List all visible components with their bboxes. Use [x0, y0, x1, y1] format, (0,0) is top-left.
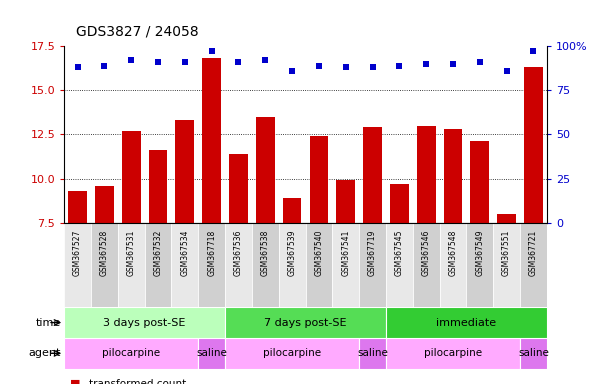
- Bar: [413, 223, 439, 307]
- Bar: [148, 150, 167, 223]
- Text: GSM367536: GSM367536: [234, 230, 243, 276]
- Bar: [336, 180, 355, 223]
- Bar: [439, 223, 466, 307]
- Bar: [279, 223, 306, 307]
- Bar: [524, 67, 543, 223]
- Bar: [363, 127, 382, 223]
- Text: GSM367545: GSM367545: [395, 230, 404, 276]
- Text: GSM367546: GSM367546: [422, 230, 431, 276]
- Bar: [225, 307, 386, 338]
- Bar: [359, 223, 386, 307]
- Bar: [202, 58, 221, 223]
- Bar: [466, 223, 493, 307]
- Point: [233, 59, 243, 65]
- Bar: [493, 223, 520, 307]
- Bar: [306, 223, 332, 307]
- Bar: [417, 126, 436, 223]
- Text: GSM367541: GSM367541: [341, 230, 350, 276]
- Text: GSM367532: GSM367532: [153, 230, 163, 276]
- Bar: [122, 131, 141, 223]
- Bar: [310, 136, 328, 223]
- Bar: [256, 117, 275, 223]
- Bar: [520, 223, 547, 307]
- Bar: [64, 338, 198, 369]
- Bar: [225, 338, 359, 369]
- Bar: [145, 223, 172, 307]
- Text: GSM367548: GSM367548: [448, 230, 458, 276]
- Bar: [118, 223, 145, 307]
- Point: [153, 59, 163, 65]
- Point: [448, 61, 458, 67]
- Bar: [91, 223, 118, 307]
- Text: GSM367538: GSM367538: [261, 230, 270, 276]
- Bar: [64, 307, 225, 338]
- Text: saline: saline: [196, 348, 227, 358]
- Text: pilocarpine: pilocarpine: [263, 348, 321, 358]
- Bar: [283, 198, 301, 223]
- Bar: [198, 223, 225, 307]
- Point: [475, 59, 485, 65]
- Point: [395, 63, 404, 69]
- Point: [180, 59, 190, 65]
- Text: GSM367718: GSM367718: [207, 230, 216, 276]
- Point: [502, 68, 511, 74]
- Point: [73, 64, 82, 70]
- Point: [368, 64, 378, 70]
- Bar: [68, 191, 87, 223]
- Bar: [497, 214, 516, 223]
- Text: pilocarpine: pilocarpine: [424, 348, 482, 358]
- Bar: [175, 120, 194, 223]
- Bar: [390, 184, 409, 223]
- Bar: [386, 307, 547, 338]
- Text: 7 days post-SE: 7 days post-SE: [264, 318, 347, 328]
- Text: GDS3827 / 24058: GDS3827 / 24058: [76, 25, 199, 38]
- Bar: [252, 223, 279, 307]
- Text: transformed count: transformed count: [89, 379, 186, 384]
- Bar: [198, 338, 225, 369]
- Bar: [470, 141, 489, 223]
- Text: agent: agent: [29, 348, 61, 358]
- Text: GSM367549: GSM367549: [475, 230, 485, 276]
- Text: saline: saline: [357, 348, 388, 358]
- Point: [287, 68, 297, 74]
- Bar: [225, 223, 252, 307]
- Text: immediate: immediate: [436, 318, 497, 328]
- Point: [529, 48, 538, 55]
- Point: [260, 57, 270, 63]
- Text: 3 days post-SE: 3 days post-SE: [103, 318, 186, 328]
- Point: [341, 64, 351, 70]
- Bar: [64, 223, 91, 307]
- Text: GSM367527: GSM367527: [73, 230, 82, 276]
- Text: GSM367539: GSM367539: [288, 230, 296, 276]
- Text: saline: saline: [518, 348, 549, 358]
- Text: ■: ■: [70, 379, 81, 384]
- Text: GSM367534: GSM367534: [180, 230, 189, 276]
- Point: [126, 57, 136, 63]
- Point: [314, 63, 324, 69]
- Bar: [444, 129, 463, 223]
- Bar: [172, 223, 198, 307]
- Bar: [332, 223, 359, 307]
- Bar: [229, 154, 248, 223]
- Bar: [520, 338, 547, 369]
- Text: GSM367721: GSM367721: [529, 230, 538, 276]
- Point: [422, 61, 431, 67]
- Bar: [386, 338, 520, 369]
- Bar: [95, 185, 114, 223]
- Text: pilocarpine: pilocarpine: [102, 348, 160, 358]
- Text: GSM367540: GSM367540: [315, 230, 323, 276]
- Point: [207, 48, 216, 55]
- Text: GSM367528: GSM367528: [100, 230, 109, 276]
- Text: GSM367551: GSM367551: [502, 230, 511, 276]
- Text: GSM367531: GSM367531: [126, 230, 136, 276]
- Text: GSM367719: GSM367719: [368, 230, 377, 276]
- Bar: [386, 223, 413, 307]
- Text: time: time: [36, 318, 61, 328]
- Bar: [359, 338, 386, 369]
- Point: [100, 63, 109, 69]
